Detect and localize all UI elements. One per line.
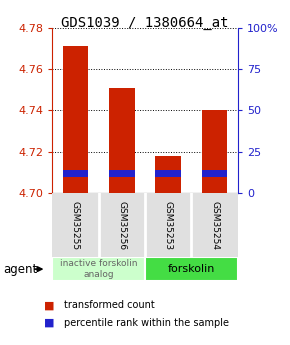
Text: GSM35255: GSM35255 — [71, 200, 80, 250]
Text: percentile rank within the sample: percentile rank within the sample — [64, 318, 229, 327]
Text: GSM35256: GSM35256 — [117, 200, 126, 250]
Bar — [63, 170, 88, 177]
Text: GSM35253: GSM35253 — [164, 200, 173, 250]
Text: ■: ■ — [44, 300, 54, 310]
Text: agent: agent — [3, 263, 37, 276]
Bar — [63, 46, 88, 193]
Bar — [52, 257, 145, 281]
Text: GSM35254: GSM35254 — [210, 200, 219, 250]
Bar — [155, 170, 181, 177]
Text: GDS1039 / 1380664_at: GDS1039 / 1380664_at — [61, 16, 229, 30]
Text: ■: ■ — [44, 318, 54, 327]
Text: transformed count: transformed count — [64, 300, 155, 310]
Bar — [202, 110, 227, 193]
Text: forskolin: forskolin — [168, 264, 215, 274]
Bar — [109, 88, 135, 193]
Bar — [202, 170, 227, 177]
Bar — [109, 170, 135, 177]
Bar — [145, 257, 238, 281]
Text: inactive forskolin
analog: inactive forskolin analog — [60, 259, 137, 279]
Bar — [155, 156, 181, 193]
